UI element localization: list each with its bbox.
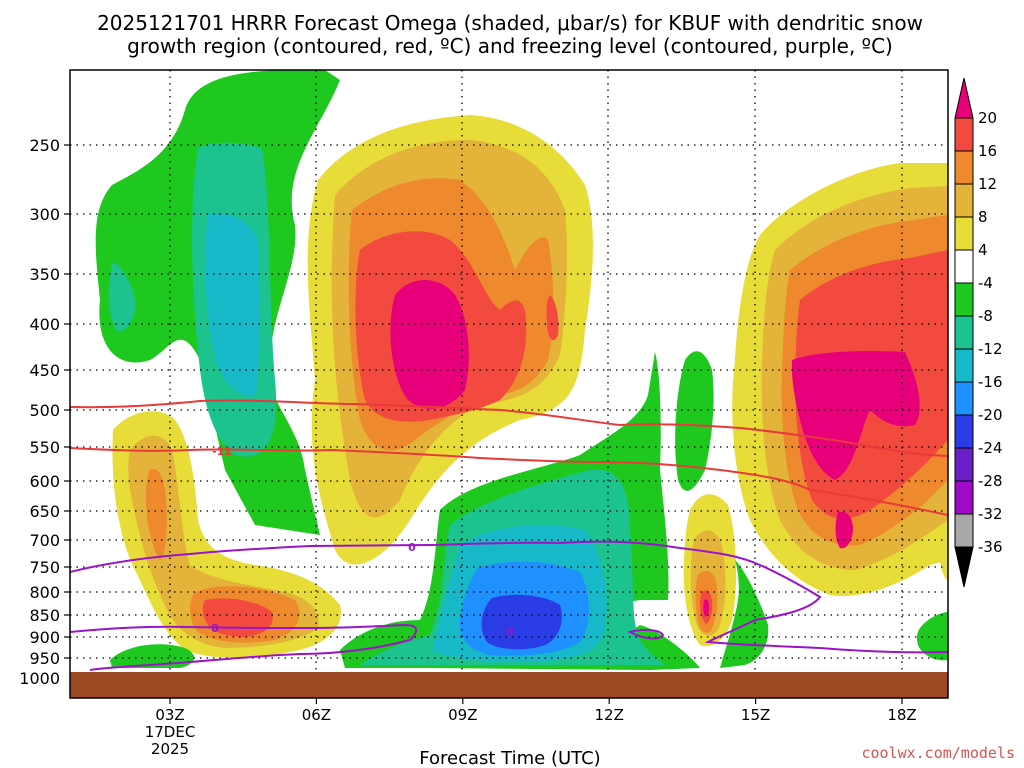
y-tick-label-550: 550 bbox=[29, 438, 60, 457]
y-tick-label-600: 600 bbox=[29, 472, 60, 491]
x-tick-label-15z: 15Z bbox=[741, 706, 770, 724]
x-date-year: 2025 bbox=[151, 740, 189, 758]
credit-text: coolwx.com/models bbox=[861, 744, 1015, 762]
colorbar-label-5: -4 bbox=[978, 274, 993, 292]
colorbar-label-12: -32 bbox=[978, 505, 1003, 523]
colorbar-label-1: 16 bbox=[978, 142, 997, 160]
y-tick-label-500: 500 bbox=[29, 401, 60, 420]
gridlines bbox=[70, 70, 948, 698]
omega-level-16-small bbox=[546, 295, 559, 341]
colorbar-label-13: -36 bbox=[978, 538, 1003, 556]
colorbar-label-6: -8 bbox=[978, 307, 993, 325]
y-tick-label-750: 750 bbox=[29, 558, 60, 577]
colorbar-swatch-3 bbox=[954, 183, 974, 218]
omega-level-minus12 bbox=[205, 213, 261, 396]
colorbar-swatch-8 bbox=[954, 348, 974, 383]
omega-level-20 bbox=[791, 350, 920, 480]
colorbar-label-9: -20 bbox=[978, 406, 1003, 424]
y-tick-label-250: 250 bbox=[29, 136, 60, 155]
contour-label-freezing-2: 0 bbox=[211, 622, 219, 635]
x-tick-label-09z: 09Z bbox=[448, 706, 477, 724]
y-tick-label-300: 300 bbox=[29, 205, 60, 224]
colorbar-swatch-1 bbox=[954, 117, 974, 152]
y-axis-ticks: 250 300 350 400 450 500 550 600 650 700 750 800 850 9… bbox=[19, 136, 70, 688]
chart-title-line-1: 2025121701 HRRR Forecast Omega (shaded, … bbox=[97, 11, 923, 35]
contour-dendritic-12c bbox=[70, 447, 948, 516]
omega-blob-upward-right bbox=[732, 163, 948, 661]
omega-level-20 bbox=[390, 280, 469, 409]
omega-level-minus4-small bbox=[110, 644, 195, 668]
x-tick-label-18z: 18Z bbox=[887, 706, 916, 724]
colorbar-swatch-10 bbox=[954, 414, 974, 449]
colorbar-swatch-6 bbox=[954, 282, 974, 317]
omega-blob-upward-14z bbox=[675, 351, 769, 668]
omega-level-minus8-small bbox=[108, 262, 136, 332]
colorbar-swatch-2 bbox=[954, 150, 974, 185]
omega-level-12 bbox=[146, 468, 167, 560]
colorbar-label-8: -16 bbox=[978, 373, 1003, 391]
colorbar-label-0: 20 bbox=[978, 109, 997, 127]
contour-label-dendritic: -12 bbox=[212, 445, 232, 458]
y-tick-label-400: 400 bbox=[29, 315, 60, 334]
contour-label-freezing-1: 0 bbox=[408, 541, 416, 554]
colorbar: 20 16 12 8 4 -4 -8 -12 -16 -20 -24 -28 -32 -36 bbox=[954, 77, 1003, 588]
contour-label-freezing-3: 0 bbox=[506, 625, 514, 638]
colorbar-arrow-top bbox=[954, 77, 974, 119]
plot-area: -12 0 0 0 bbox=[70, 70, 948, 698]
colorbar-arrow-bottom bbox=[954, 546, 974, 588]
colorbar-swatch-9 bbox=[954, 381, 974, 416]
colorbar-swatch-7 bbox=[954, 315, 974, 350]
omega-level-20-small bbox=[835, 511, 853, 549]
contours bbox=[70, 399, 948, 671]
y-tick-label-800: 800 bbox=[29, 583, 60, 602]
y-tick-label-700: 700 bbox=[29, 531, 60, 550]
x-axis-label: Forecast Time (UTC) bbox=[419, 748, 600, 768]
y-tick-label-450: 450 bbox=[29, 361, 60, 380]
contour-freezing-level-loop bbox=[627, 628, 665, 640]
omega-level-20 bbox=[703, 599, 709, 617]
omega-level-minus4-b bbox=[675, 351, 714, 491]
colorbar-swatch-13 bbox=[954, 513, 974, 548]
ground-surface bbox=[70, 672, 948, 698]
colorbar-label-4: 4 bbox=[978, 241, 988, 259]
colorbar-label-7: -12 bbox=[978, 340, 1003, 358]
chart-title-line-2: growth region (contoured, red, ºC) and f… bbox=[127, 34, 893, 58]
y-tick-label-950: 950 bbox=[29, 649, 60, 668]
colorbar-swatch-4 bbox=[954, 216, 974, 251]
y-tick-label-900: 900 bbox=[29, 628, 60, 647]
x-tick-label-06z: 06Z bbox=[302, 706, 331, 724]
x-tick-label-03z: 03Z bbox=[155, 706, 184, 724]
colorbar-label-11: -28 bbox=[978, 472, 1003, 490]
y-tick-label-650: 650 bbox=[29, 502, 60, 521]
contour-labels: -12 0 0 0 bbox=[211, 445, 514, 638]
colorbar-label-10: -24 bbox=[978, 439, 1003, 457]
omega-level-minus4 bbox=[916, 612, 948, 661]
colorbar-swatch-11 bbox=[954, 447, 974, 482]
x-tick-label-12z: 12Z bbox=[595, 706, 624, 724]
omega-level-minus20 bbox=[481, 594, 562, 650]
colorbar-label-2: 12 bbox=[978, 175, 997, 193]
colorbar-swatch-12 bbox=[954, 480, 974, 515]
plot-frame bbox=[69, 69, 949, 699]
colorbar-label-3: 8 bbox=[978, 208, 988, 226]
contour-freezing-level-0c bbox=[70, 540, 948, 654]
x-axis-ticks: 03Z 06Z 09Z 12Z 15Z 18Z bbox=[155, 698, 917, 724]
contour-dendritic-18c bbox=[70, 399, 948, 457]
omega-blob-green-upper-left bbox=[95, 70, 340, 535]
y-tick-label-350: 350 bbox=[29, 265, 60, 284]
y-tick-label-1000: 1000 bbox=[19, 669, 60, 688]
contour-freezing-level-0c-low bbox=[70, 623, 418, 671]
colorbar-swatch-5 bbox=[954, 249, 974, 284]
y-tick-label-850: 850 bbox=[29, 606, 60, 625]
x-date-day: 17DEC bbox=[145, 723, 196, 741]
omega-level-minus4 bbox=[720, 560, 769, 668]
